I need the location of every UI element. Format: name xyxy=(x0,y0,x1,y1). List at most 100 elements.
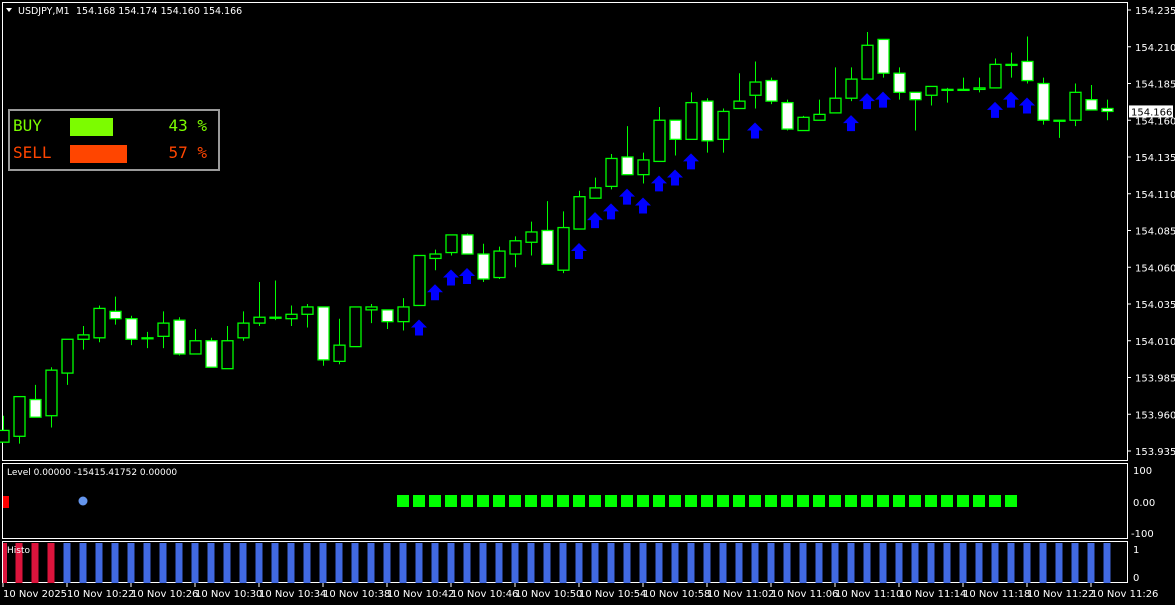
symbol-label: USDJPY,M1 xyxy=(18,6,70,17)
candle-body xyxy=(141,337,154,340)
candle xyxy=(269,280,282,321)
histo-bar xyxy=(239,543,247,583)
candle-body xyxy=(109,310,122,320)
dropdown-triangle-icon[interactable] xyxy=(6,8,12,12)
buy-arrow-icon xyxy=(443,269,459,286)
green-square xyxy=(653,495,665,507)
green-square xyxy=(397,495,409,507)
time-tick-label: 10 Nov 10:34 xyxy=(259,589,326,600)
time-tick-label: 10 Nov 10:38 xyxy=(323,589,390,600)
histo-bar xyxy=(495,543,503,583)
candle xyxy=(333,318,346,365)
candle xyxy=(877,38,890,78)
green-square xyxy=(509,495,521,507)
ohlc-values: 154.168 154.174 154.160 154.166 xyxy=(76,6,242,17)
histo-bar xyxy=(783,543,791,583)
candle xyxy=(637,152,650,184)
candle xyxy=(1085,84,1098,111)
green-square xyxy=(813,495,825,507)
histo-indicator xyxy=(3,543,1111,583)
candle-body xyxy=(637,159,650,176)
green-square xyxy=(941,495,953,507)
candle-body xyxy=(77,334,90,340)
candle-body xyxy=(157,322,170,337)
candle xyxy=(845,67,858,102)
histo-bar xyxy=(31,543,39,583)
histo-bar xyxy=(687,543,695,583)
histo-bar xyxy=(863,543,871,583)
histo-bar xyxy=(559,543,567,583)
candle xyxy=(0,415,10,443)
time-tick-label: 10 Nov 10:30 xyxy=(195,589,262,600)
candle-body xyxy=(1101,107,1114,113)
histo-bar xyxy=(143,543,151,583)
price-axis[interactable]: 154.235 154.210 154.185 154.160 154.135 154.1… xyxy=(1128,6,1175,458)
histo-bar xyxy=(975,543,983,583)
histo-bar xyxy=(575,543,583,583)
buy-arrow-icon xyxy=(859,93,875,110)
main-chart-frame xyxy=(2,2,1128,461)
time-tick-label: 10 Nov 11:02 xyxy=(707,589,774,600)
candle xyxy=(173,317,186,356)
candle xyxy=(125,315,138,346)
time-tick-label: 10 Nov 10:46 xyxy=(451,589,518,600)
green-square xyxy=(925,495,937,507)
candle-body xyxy=(429,253,442,260)
buy-arrow-icon xyxy=(667,169,683,186)
buy-arrow-icon xyxy=(875,91,891,108)
histo-bar xyxy=(1023,543,1031,583)
price-tick-label: 154.235 xyxy=(1135,6,1175,17)
candle xyxy=(525,221,538,256)
price-tick-label: 154.060 xyxy=(1135,263,1175,274)
candle-body xyxy=(445,234,458,254)
candle-body xyxy=(717,110,730,141)
time-tick-label: 10 Nov 11:18 xyxy=(963,589,1030,600)
candle xyxy=(941,87,954,103)
candle xyxy=(13,395,26,444)
candle-body xyxy=(365,306,378,311)
candle-body xyxy=(349,306,362,348)
histo-bar xyxy=(351,543,359,583)
green-square xyxy=(733,495,745,507)
candle xyxy=(77,326,90,350)
time-tick-label: 10 Nov 10:50 xyxy=(515,589,582,600)
histo-bar xyxy=(383,543,391,583)
candle-body xyxy=(317,306,330,361)
histo-bar xyxy=(447,543,455,583)
candle-body xyxy=(1053,119,1066,122)
buy-arrow-icon xyxy=(587,212,603,229)
green-square xyxy=(669,495,681,507)
candle xyxy=(861,32,874,80)
green-square xyxy=(573,495,585,507)
candle-body xyxy=(333,344,346,362)
price-tick-label: 154.035 xyxy=(1135,300,1175,311)
candle xyxy=(1069,83,1082,127)
histo-bar xyxy=(15,543,23,583)
candle xyxy=(973,77,986,93)
histo-bar xyxy=(3,543,7,583)
histo-bar xyxy=(1071,543,1079,583)
candle xyxy=(541,201,554,265)
buy-arrow-icon xyxy=(1019,97,1035,114)
candle-body xyxy=(989,63,1002,89)
candle-body xyxy=(653,119,666,163)
level-tick: -100 xyxy=(1131,529,1154,540)
sell-percent: 57 % xyxy=(168,143,207,162)
candle xyxy=(413,254,426,307)
candle-body xyxy=(589,187,602,199)
candle-body xyxy=(237,322,250,339)
candle-body xyxy=(13,395,26,437)
green-square xyxy=(845,495,857,507)
price-tick-label: 153.960 xyxy=(1135,410,1175,421)
histo-bar xyxy=(463,543,471,583)
candle xyxy=(925,85,938,106)
green-square xyxy=(429,495,441,507)
candle-body xyxy=(701,100,714,142)
histo-bar xyxy=(415,543,423,583)
candle-body xyxy=(733,100,746,110)
candle xyxy=(205,337,218,368)
green-square xyxy=(557,495,569,507)
candle xyxy=(669,119,682,156)
